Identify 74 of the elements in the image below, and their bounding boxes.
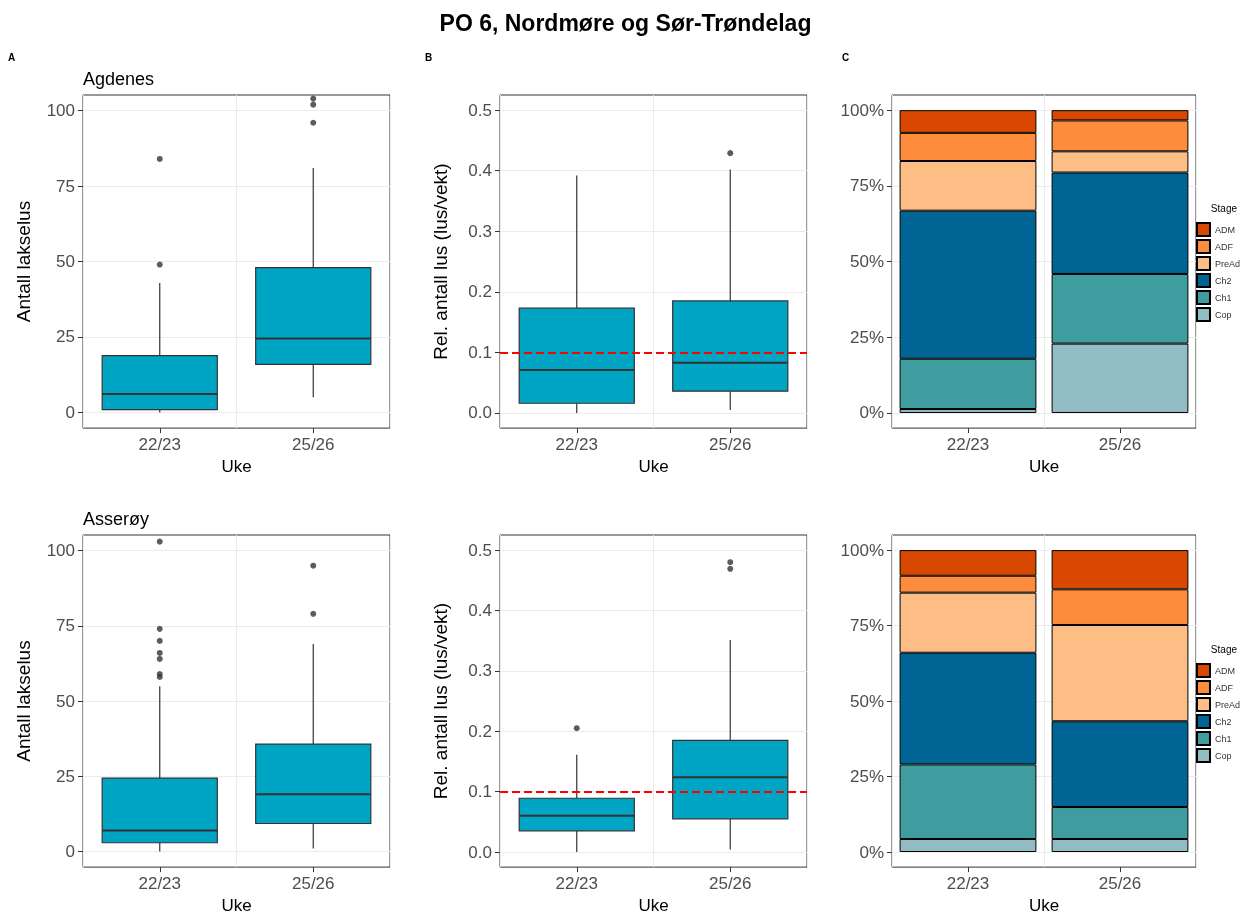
text: B <box>425 51 433 63</box>
x-tick-label: 25/26 <box>291 874 335 894</box>
y-tick-label: 100 <box>46 541 75 561</box>
x-tick-label: 22/23 <box>946 874 990 894</box>
x-tick-label: 22/23 <box>555 435 599 455</box>
text: A <box>8 51 16 63</box>
legend-label: PreAd <box>1214 699 1240 710</box>
legend-label: Ch2 <box>1214 716 1232 727</box>
y-tick-label: 25% <box>849 767 884 787</box>
legend-title: Stage <box>1210 202 1238 214</box>
y-tick-label: 50 <box>56 691 75 711</box>
y-tick-label: 0.1 <box>468 342 492 362</box>
x-axis-title: Uke <box>221 457 252 476</box>
legend-label: ADF <box>1214 241 1234 252</box>
y-tick-label: 0.5 <box>468 100 492 120</box>
legend-label: Cop <box>1214 750 1232 761</box>
y-axis-title: Antall lakselus <box>13 200 34 323</box>
x-tick-label: 25/26 <box>1098 435 1142 455</box>
y-tick-label: 0.1 <box>468 782 492 802</box>
y-axis-title: Antall lakselus <box>13 640 34 762</box>
y-tick-label: 50 <box>56 252 75 272</box>
x-tick-label: 25/26 <box>708 435 752 455</box>
y-tick-label: 50% <box>849 691 884 711</box>
y-tick-label: 0 <box>65 402 75 422</box>
y-tick-label: 100 <box>46 101 75 121</box>
chart-title: Asserøy <box>83 509 150 529</box>
legend-title: Stage <box>1210 643 1238 655</box>
x-tick-label: 22/23 <box>946 435 990 455</box>
y-tick-label: 25% <box>849 327 884 347</box>
x-axis-title: Uke <box>638 457 669 476</box>
x-tick-label: 25/26 <box>708 874 752 894</box>
y-tick-label: 25 <box>56 766 75 786</box>
x-tick-label: 22/23 <box>555 874 599 894</box>
y-tick-label: 75 <box>56 176 75 196</box>
y-tick-label: 0% <box>859 403 884 423</box>
y-tick-label: 100% <box>840 540 884 560</box>
y-tick-label: 0.4 <box>468 600 492 620</box>
x-tick-label: 25/26 <box>1098 874 1142 894</box>
x-axis-title: Uke <box>1028 896 1060 915</box>
y-tick-label: 0.2 <box>468 282 492 302</box>
text: C <box>842 51 850 63</box>
y-tick-label: 75% <box>849 616 884 636</box>
y-axis-title: Rel. antall lus (lus/vekt) <box>430 602 451 800</box>
y-tick-label: 0.3 <box>468 661 492 681</box>
legend-label: Ch2 <box>1214 275 1232 286</box>
x-tick-label: 25/26 <box>291 435 335 455</box>
y-tick-label: 75% <box>849 176 884 196</box>
y-tick-label: 0.4 <box>468 161 492 181</box>
legend-label: Ch1 <box>1214 292 1232 303</box>
legend-label: ADM <box>1214 665 1235 676</box>
y-tick-label: 0.2 <box>468 721 492 741</box>
legend-label: ADF <box>1214 682 1234 693</box>
y-tick-label: 100% <box>840 100 884 120</box>
legend-label: Cop <box>1214 309 1232 320</box>
x-axis-title: Uke <box>221 896 252 915</box>
y-tick-label: 75 <box>56 616 75 636</box>
x-tick-label: 22/23 <box>138 874 182 894</box>
y-tick-label: 0.3 <box>468 221 492 241</box>
legend-label: PreAd <box>1214 258 1240 269</box>
y-tick-label: 0.0 <box>468 842 492 862</box>
y-tick-label: 0.0 <box>468 403 492 423</box>
y-tick-label: 50% <box>849 252 884 272</box>
legend-label: ADM <box>1214 224 1235 235</box>
x-axis-title: Uke <box>638 896 669 915</box>
y-tick-label: 0% <box>859 842 884 862</box>
y-axis-title: Rel. antall lus (lus/vekt) <box>430 163 451 360</box>
y-tick-label: 0.5 <box>468 540 492 560</box>
chart-title: Agdenes <box>83 69 155 89</box>
x-axis-title: Uke <box>1028 457 1060 476</box>
chart-title: PO 6, Nordmøre og Sør-Trøndelag <box>439 9 812 36</box>
y-tick-label: 25 <box>56 327 75 347</box>
y-tick-label: 0 <box>65 841 75 861</box>
legend-label: Ch1 <box>1214 733 1232 744</box>
x-tick-label: 22/23 <box>138 435 182 455</box>
